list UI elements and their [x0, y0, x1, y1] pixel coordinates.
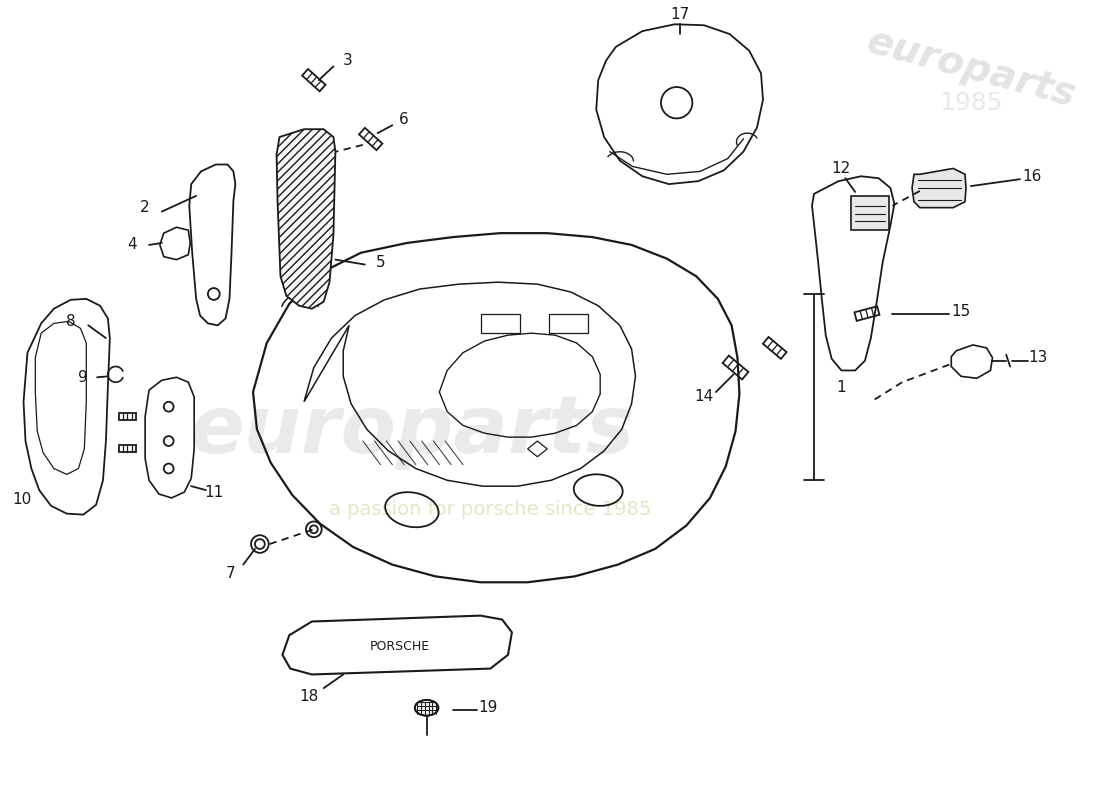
Text: 6: 6 — [399, 112, 409, 127]
Text: 12: 12 — [832, 161, 851, 176]
Polygon shape — [276, 129, 336, 309]
Text: 4: 4 — [128, 238, 138, 253]
Text: 7: 7 — [226, 566, 235, 581]
Text: 5: 5 — [376, 255, 385, 270]
Text: 11: 11 — [205, 485, 223, 499]
Text: europarts: europarts — [862, 22, 1079, 114]
Text: 13: 13 — [1027, 350, 1047, 365]
Text: 1: 1 — [837, 380, 846, 394]
Text: 10: 10 — [12, 492, 31, 507]
Polygon shape — [912, 169, 966, 208]
Text: 8: 8 — [66, 314, 76, 329]
Text: 16: 16 — [1022, 169, 1042, 184]
Text: 14: 14 — [694, 390, 714, 405]
Text: PORSCHE: PORSCHE — [370, 641, 430, 654]
Text: 15: 15 — [952, 304, 970, 319]
Text: 19: 19 — [478, 700, 498, 715]
Text: 18: 18 — [299, 689, 319, 703]
Polygon shape — [851, 196, 889, 230]
Text: europarts: europarts — [189, 392, 635, 470]
Text: 9: 9 — [78, 370, 88, 385]
Text: 2: 2 — [141, 200, 150, 215]
Ellipse shape — [415, 700, 439, 716]
Text: 1985: 1985 — [939, 90, 1002, 114]
Text: 3: 3 — [343, 53, 353, 68]
Text: a passion for porsche since 1985: a passion for porsche since 1985 — [329, 500, 651, 519]
Text: 17: 17 — [670, 7, 690, 22]
